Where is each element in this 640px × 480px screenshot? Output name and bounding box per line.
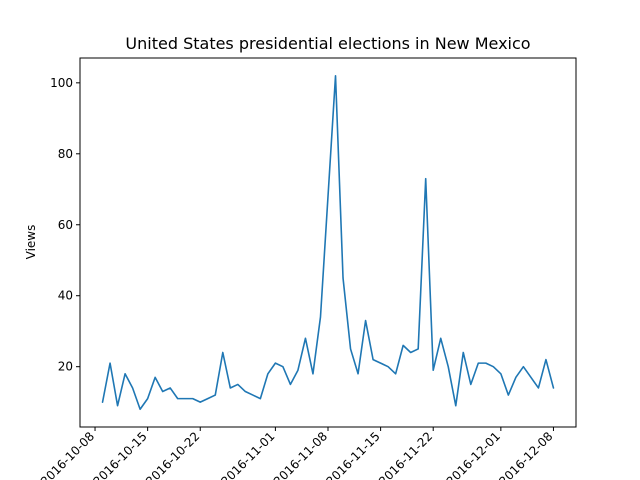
series-line: [101, 74, 555, 411]
y-tick-label: 80: [58, 147, 73, 161]
y-axis-label: Views: [24, 225, 38, 260]
y-tick-label: 60: [58, 218, 73, 232]
y-tick-label: 20: [58, 360, 73, 374]
chart-title: United States presidential elections in …: [125, 34, 530, 53]
plot-frame: [79, 57, 577, 428]
y-tick-label: 100: [50, 76, 73, 90]
y-tick-label: 40: [58, 289, 73, 303]
